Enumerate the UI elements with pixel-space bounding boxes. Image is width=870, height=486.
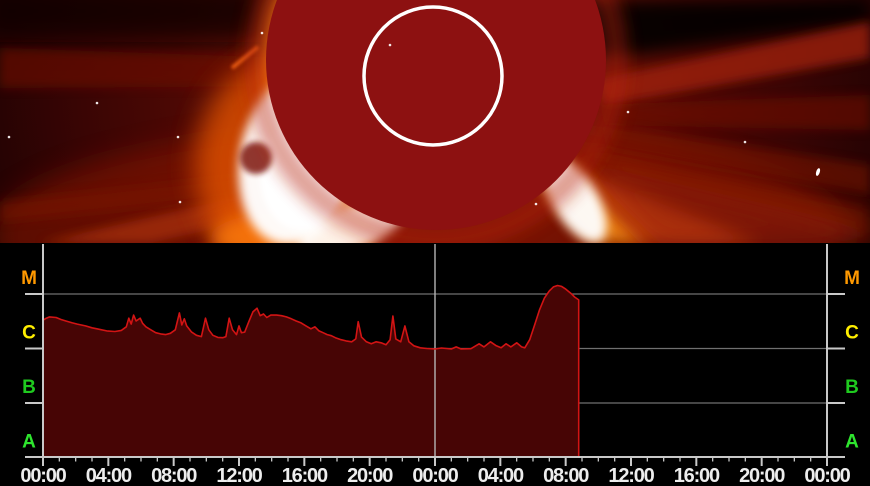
star	[178, 200, 182, 204]
comet-speck	[815, 168, 821, 176]
time-tick-label: 08:00	[151, 465, 197, 486]
star	[743, 140, 747, 144]
streamer-right-upper	[595, 22, 870, 105]
star	[7, 135, 11, 139]
sun-ring	[362, 5, 504, 147]
time-tick-label: 12:00	[216, 465, 262, 486]
flux-class-label-a-left: A	[22, 432, 36, 453]
time-tick-label: 04:00	[86, 465, 132, 486]
flux-curve	[42, 284, 580, 457]
streamer-left-band	[0, 48, 285, 88]
flux-area-fill	[43, 285, 579, 457]
streamer-bottom-left-faint	[0, 175, 255, 222]
streamer-right-lower	[605, 125, 870, 195]
coronagraph-image	[0, 0, 870, 243]
time-tick-label: 16:00	[282, 465, 328, 486]
xray-flux-chart: 00:00 04:00 08:00 12:00 16:00 20:00 00:00 04:00…	[0, 243, 870, 486]
time-tick-label: 20:00	[347, 465, 393, 486]
star	[626, 110, 630, 114]
flux-class-label-m-left: M	[21, 268, 37, 289]
time-tick-label: 08:00	[543, 465, 589, 486]
star	[534, 202, 538, 206]
flux-class-label-a-right: A	[845, 432, 859, 453]
streamer-right-middle	[600, 95, 870, 130]
dark-corner-top-left	[0, 0, 280, 42]
time-tick-label: 20:00	[739, 465, 785, 486]
star	[260, 31, 264, 35]
time-tick-label: 00:00	[804, 465, 850, 486]
cme-dark-loop	[240, 142, 272, 174]
flux-class-label-m-right: M	[844, 268, 860, 289]
xray-flux-chart-svg: 00:00 04:00 08:00 12:00 16:00 20:00 00:00 04:00…	[0, 243, 870, 486]
time-tick-label: 04:00	[478, 465, 524, 486]
flux-class-label-c-right: C	[845, 323, 859, 344]
time-tick-label: 00:00	[20, 465, 66, 486]
time-tick-label: 12:00	[608, 465, 654, 486]
flux-class-label-c-left: C	[22, 323, 36, 344]
star	[95, 101, 99, 105]
bright-streamer-se-outer	[575, 160, 870, 243]
star	[176, 135, 180, 139]
coronagraph-svg	[0, 0, 870, 243]
time-tick-label: 16:00	[674, 465, 720, 486]
occulting-disk	[266, 0, 606, 230]
star	[388, 43, 392, 47]
flux-class-label-b-right: B	[845, 377, 859, 398]
disk-halo	[244, 0, 628, 243]
flux-class-label-b-left: B	[22, 377, 36, 398]
star-field	[7, 31, 821, 206]
time-tick-label: 00:00	[412, 465, 458, 486]
